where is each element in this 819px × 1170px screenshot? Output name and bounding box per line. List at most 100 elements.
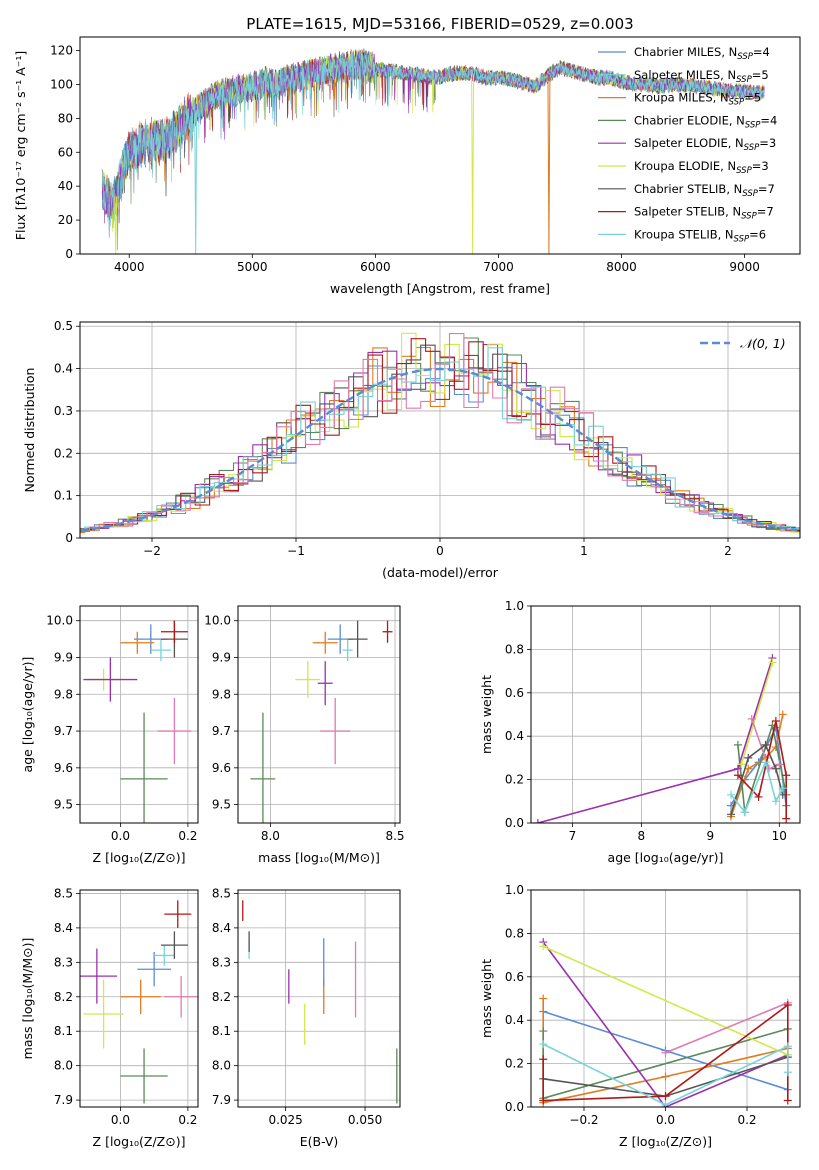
weight-marker	[661, 1100, 670, 1107]
y-tick-label: 0.5	[54, 319, 73, 333]
y-tick-label: 7.9	[212, 1093, 231, 1107]
legend-label: Salpeter STELIB, NSSP=7	[634, 205, 774, 222]
x-tick-label: 0.2	[178, 1113, 197, 1127]
y-tick-label: 8.5	[54, 886, 73, 900]
y-tick-label: 9.5	[54, 798, 73, 812]
y-tick-label: 8.5	[212, 886, 231, 900]
figure-title: PLATE=1615, MJD=53166, FIBERID=0529, z=0…	[246, 15, 633, 33]
weight-marker	[778, 784, 787, 793]
weight-marker	[771, 717, 780, 726]
x-tick-label: 8000	[606, 260, 637, 274]
legend-label: Kroupa MILES, NSSP=5	[634, 91, 761, 108]
y-tick-label: 9.6	[212, 761, 231, 775]
legend-label: Salpeter MILES, NSSP=5	[634, 68, 769, 85]
weight-marker	[783, 1068, 792, 1077]
x-axis-label: Z [log₁₀(Z/Z⊙)]	[93, 850, 186, 865]
errorbar-point	[120, 631, 155, 654]
weight-marker	[539, 1027, 548, 1036]
y-tick-label: 120	[50, 44, 73, 58]
massweight_vs_Z-series	[539, 938, 792, 1107]
weight-marker	[740, 808, 749, 817]
mass_vs_EBV-axes: 0.025 0.050 7.9 8.0 8.1 8.2 8.3 8.4 8.5 E(B-V)	[212, 886, 400, 1149]
weight-marker	[661, 1072, 670, 1081]
y-tick-label: 0.2	[505, 773, 524, 787]
y-tick-label: 7.9	[54, 1093, 73, 1107]
y-tick-label: 1.0	[505, 883, 524, 897]
y-tick-label: 100	[50, 77, 73, 91]
weight-marker	[539, 994, 548, 1003]
y-axis-label: mass weight	[479, 959, 494, 1038]
y-tick-label: 8.3	[54, 955, 73, 969]
legend-label: Chabrier STELIB, NSSP=7	[634, 182, 775, 199]
histogram-bars	[80, 332, 800, 534]
y-tick-label: 8.3	[212, 955, 231, 969]
y-tick-label: 0.4	[505, 1013, 524, 1027]
y-tick-label: 20	[58, 213, 73, 227]
x-tick-label: 9	[707, 829, 715, 843]
x-tick-label: 6000	[360, 260, 391, 274]
errorbar-point	[150, 639, 172, 662]
x-tick-label: 0.0	[111, 829, 130, 843]
x-tick-label: 7	[569, 829, 577, 843]
x-axis-label: Z [log₁₀(Z/Z⊙)]	[93, 1134, 186, 1149]
weight-line	[542, 945, 789, 1056]
x-tick-label: 0	[436, 544, 444, 558]
errorbar-point	[120, 712, 168, 823]
errorbar-point	[83, 979, 124, 1049]
y-tick-label: 0.8	[505, 926, 524, 940]
errorbar-point	[157, 697, 192, 765]
x-tick-label: 7000	[483, 260, 514, 274]
massweight_vs_Z-frame	[530, 889, 801, 1108]
weight-line	[740, 662, 774, 765]
weight-marker	[539, 1096, 548, 1105]
gaussian-curve	[80, 367, 798, 532]
legend-label: Chabrier ELODIE, NSSP=4	[634, 113, 777, 130]
legend-label: 𝒩(0, 1)	[740, 336, 786, 351]
y-tick-label: 0.4	[54, 362, 73, 376]
histogram-series	[80, 347, 800, 531]
residual-legend: 𝒩(0, 1)	[700, 336, 786, 351]
residuals-axes: −2 −1 0 1 2 0 0.1 0.2 0.3 0.4 0.5 (data-model)/erro…	[22, 319, 800, 580]
y-tick-label: 0	[65, 531, 73, 545]
weight-line	[665, 1002, 789, 1054]
errorbar-point	[80, 948, 118, 1004]
errorbar-point	[342, 639, 353, 662]
spectrum-legend: Chabrier MILES, NSSP=4 Salpeter MILES, NS…	[598, 45, 777, 244]
y-axis-label: mass [log₁₀(M/M⊙)]	[20, 938, 35, 1060]
weight-marker	[737, 760, 746, 769]
mass_vs_EBV-frame	[237, 889, 401, 1108]
errorbar-point	[120, 979, 161, 1014]
y-tick-label: 0.2	[505, 1057, 524, 1071]
y-tick-label: 0.3	[54, 404, 73, 418]
y-tick-label: 8.2	[54, 990, 73, 1004]
weight-marker	[764, 764, 773, 773]
weight-marker	[782, 771, 791, 780]
spectrum-dip	[547, 75, 551, 254]
errorbar-point	[154, 945, 175, 966]
y-axis-label: Flux [fλ10⁻¹⁷ erg cm⁻² s⁻¹ A⁻¹]	[13, 51, 28, 240]
weight-marker	[727, 810, 736, 819]
legend-label: Chabrier MILES, NSSP=4	[634, 45, 770, 62]
mass_vs_Z-frame	[79, 889, 199, 1108]
weight-marker	[783, 1096, 792, 1105]
errorbar-point	[312, 631, 338, 654]
y-tick-label: 9.7	[212, 724, 231, 738]
y-axis-label: age [log₁₀(age/yr)]	[20, 657, 35, 773]
x-tick-label: 2	[724, 544, 732, 558]
x-tick-label: 0.0	[656, 1113, 675, 1127]
x-tick-label: 8	[638, 829, 646, 843]
spectrum-series	[101, 48, 765, 226]
massweight_vs_Z-axes: −0.2 0.0 0.2 0.0 0.2 0.4 0.6 0.8 1.0 Z [log₁₀(Z/Z…	[479, 883, 800, 1149]
weight-marker	[768, 658, 777, 667]
y-tick-label: 9.8	[54, 687, 73, 701]
y-tick-label: 10.0	[46, 614, 73, 628]
spectrum-dip	[114, 196, 118, 254]
age_vs_Z-frame	[79, 605, 199, 824]
weight-marker	[754, 792, 763, 801]
spectrum-dip	[194, 109, 198, 254]
weight-marker	[761, 740, 770, 749]
histogram-series	[80, 333, 800, 532]
y-tick-label: 60	[58, 145, 73, 159]
x-tick-label: 8.5	[385, 829, 404, 843]
